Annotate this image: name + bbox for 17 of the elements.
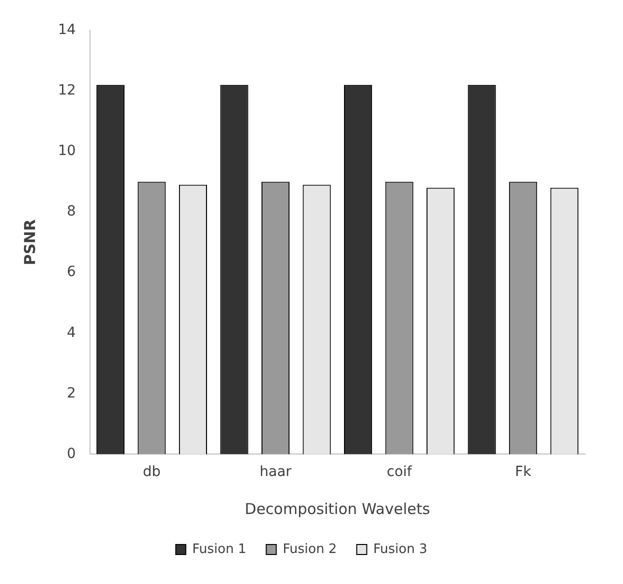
y-tick-label: 12 (58, 82, 76, 99)
y-tick-label: 14 (58, 22, 76, 38)
y-axis-title: PSNR (20, 218, 39, 266)
y-tick-label: 8 (66, 204, 76, 220)
y-tick-label: 4 (66, 324, 76, 341)
x-tick-label: Fk (515, 464, 532, 480)
x-tick-label: haar (260, 464, 292, 480)
y-tick-label: 6 (66, 264, 76, 280)
x-tick-label: coif (386, 464, 413, 480)
legend-label: Fusion 1 (192, 542, 246, 557)
x-tick-label: db (142, 464, 161, 480)
legend-label: Fusion 3 (373, 542, 428, 557)
legend-label: Fusion 2 (282, 542, 337, 557)
y-tick-label: 2 (66, 385, 76, 402)
y-tick-label: 0 (66, 446, 76, 462)
x-axis-title: Decomposition Wavelets (244, 500, 430, 518)
y-tick-label: 10 (58, 143, 76, 160)
